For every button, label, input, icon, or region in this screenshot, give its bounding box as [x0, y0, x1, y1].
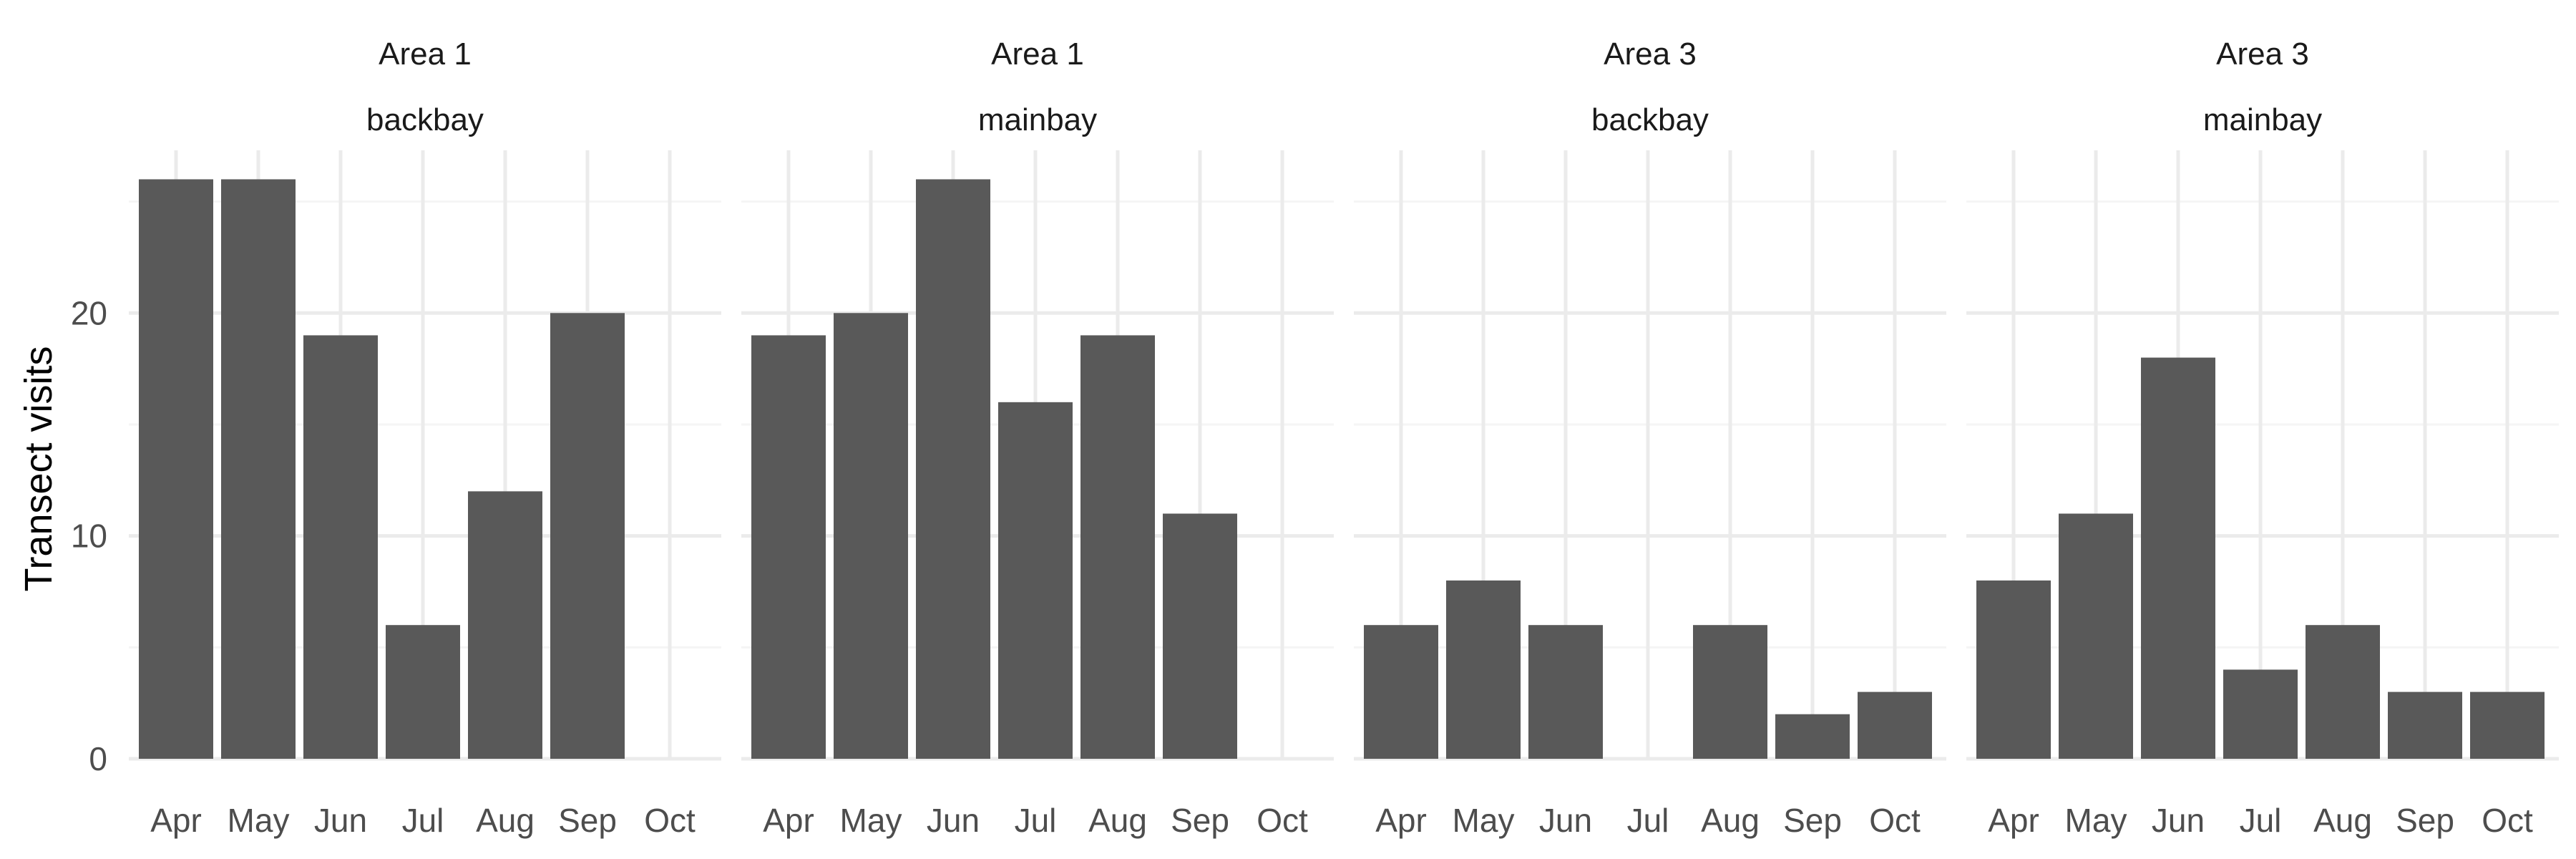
- bar-jun: [303, 335, 378, 759]
- x-tick-label: Jul: [1015, 802, 1057, 839]
- bar-sep: [2388, 691, 2462, 759]
- x-tick-label: Apr: [763, 802, 814, 839]
- bar-jul: [998, 402, 1073, 759]
- bar-aug: [1080, 335, 1155, 759]
- facet-strip-top: Area 3: [2216, 37, 2309, 72]
- bar-apr: [1364, 625, 1438, 759]
- bar-apr: [751, 335, 826, 759]
- bar-oct: [1858, 691, 1932, 759]
- y-tick-label: 10: [71, 518, 107, 555]
- bar-jul: [2223, 669, 2298, 759]
- bar-oct: [2470, 691, 2545, 759]
- facet-panel-2: Apr May Jun Jul Aug Sep Oct Area 1 mainbay: [741, 37, 1334, 839]
- x-tick-label: May: [228, 802, 290, 839]
- x-tick-label: Oct: [2482, 802, 2533, 839]
- x-tick-label: May: [840, 802, 902, 839]
- bar-aug: [2306, 625, 2380, 759]
- x-tick-label: Apr: [1375, 802, 1427, 839]
- bar-jul: [386, 625, 460, 759]
- x-tick-label: Jun: [927, 802, 980, 839]
- facet-strip-top: Area 3: [1604, 37, 1697, 72]
- bar-may: [2059, 513, 2133, 759]
- bar-jun: [916, 179, 990, 759]
- y-axis-title: Transect visits: [17, 346, 60, 591]
- x-tick-label: May: [2065, 802, 2127, 839]
- x-tick-label: Aug: [1088, 802, 1147, 839]
- facet-strip-bottom: backbay: [1591, 102, 1709, 137]
- x-tick-label: Jul: [1627, 802, 1669, 839]
- x-tick-label: Apr: [150, 802, 202, 839]
- x-tick-label: Oct: [1257, 802, 1308, 839]
- bar-sep: [550, 313, 625, 759]
- facet-panel-1: Apr May Jun Jul Aug Sep Oct Area 1 backbay: [129, 37, 721, 839]
- bar-aug: [1693, 625, 1767, 759]
- x-tick-label: Aug: [2313, 802, 2372, 839]
- x-tick-label: Aug: [1701, 802, 1760, 839]
- bar-apr: [139, 179, 213, 759]
- x-tick-label: Apr: [1988, 802, 2039, 839]
- x-tick-label: Sep: [558, 802, 617, 839]
- bar-may: [221, 179, 296, 759]
- x-tick-label: Sep: [1171, 802, 1229, 839]
- bar-aug: [468, 491, 542, 759]
- y-tick-label: 0: [89, 740, 107, 777]
- x-tick-label: Jun: [1539, 802, 1592, 839]
- x-tick-label: Jul: [402, 802, 444, 839]
- facet-panel-4: Apr May Jun Jul Aug Sep Oct Area 3 mainbay: [1966, 37, 2559, 839]
- x-tick-label: Jun: [2152, 802, 2205, 839]
- bar-sep: [1163, 513, 1237, 759]
- bar-jun: [2141, 357, 2215, 759]
- x-tick-label: Sep: [2396, 802, 2454, 839]
- facet-strip-bottom: mainbay: [978, 102, 1097, 137]
- facet-strip-bottom: backbay: [366, 102, 484, 137]
- x-tick-label: Aug: [476, 802, 535, 839]
- facet-panels: Apr May Jun Jul Aug Sep Oct Area 1 backbay Apr May…: [71, 37, 2559, 839]
- facet-strip-top: Area 1: [991, 37, 1084, 72]
- facet-strip-top: Area 1: [379, 37, 472, 72]
- bar-may: [1446, 580, 1521, 759]
- bar-may: [834, 313, 908, 759]
- facet-strip-bottom: mainbay: [2203, 102, 2322, 137]
- x-tick-label: Oct: [644, 802, 696, 839]
- x-tick-label: May: [1453, 802, 1515, 839]
- bar-sep: [1775, 714, 1850, 759]
- bar-jun: [1528, 625, 1603, 759]
- x-tick-label: Jun: [314, 802, 367, 839]
- x-tick-label: Jul: [2240, 802, 2282, 839]
- y-tick-label: 20: [71, 294, 107, 331]
- x-tick-label: Oct: [1869, 802, 1921, 839]
- facet-panel-3: Apr May Jun Jul Aug Sep Oct Area 3 backbay: [1354, 37, 1946, 839]
- bar-apr: [1976, 580, 2051, 759]
- x-tick-label: Sep: [1783, 802, 1842, 839]
